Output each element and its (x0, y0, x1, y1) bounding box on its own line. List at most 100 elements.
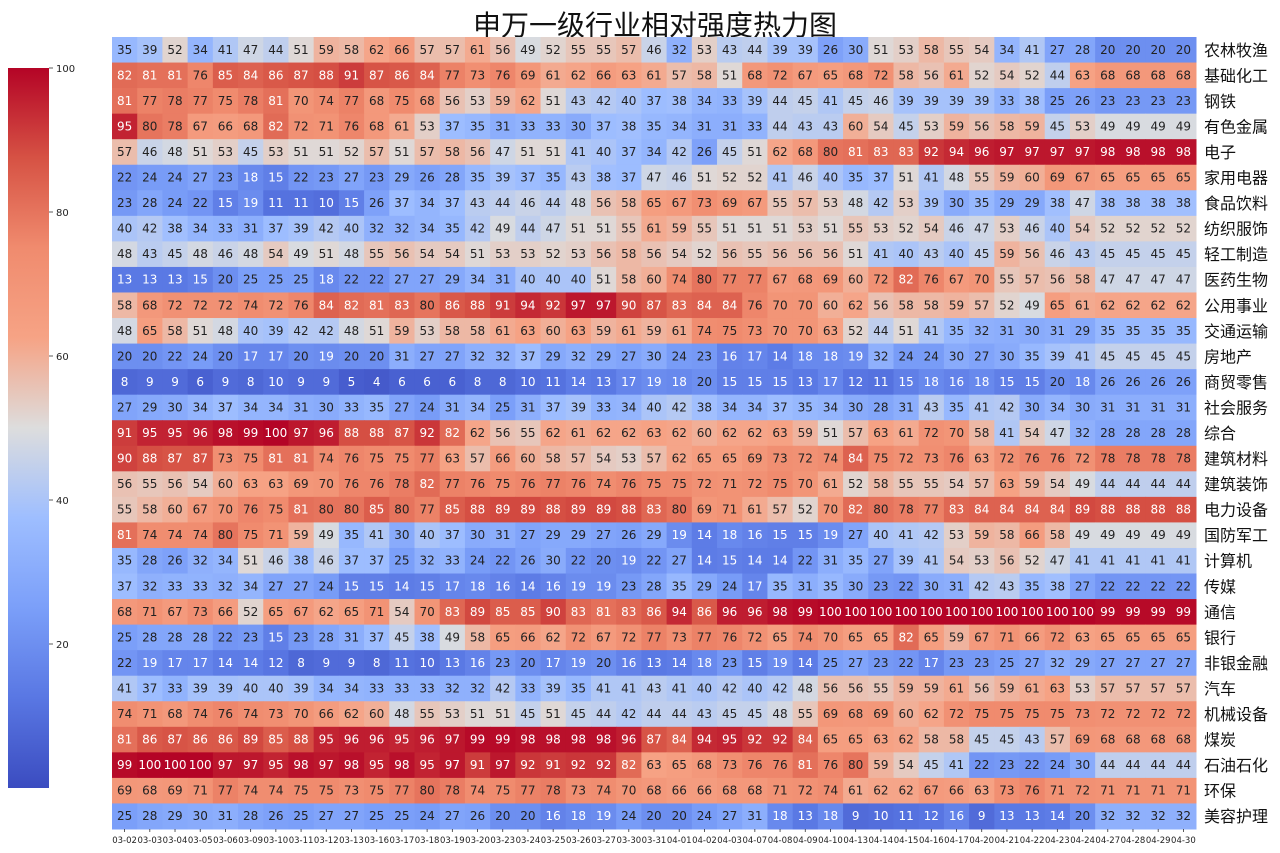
cell-value-label: 100 (264, 426, 287, 440)
cell-value-label: 11 (546, 375, 561, 389)
cell-value-label: 55 (571, 43, 586, 57)
cell-value-label: 81 (117, 94, 132, 108)
cell-value-label: 57 (672, 68, 687, 82)
cell-value-label: 37 (772, 400, 787, 414)
heatmap-cell (1044, 241, 1071, 268)
heatmap-cell (137, 292, 163, 319)
heatmap-cell (641, 343, 668, 370)
cell-value-label: 62 (747, 426, 762, 440)
row-label: 汽车 (1204, 679, 1236, 698)
heatmap-cell (1095, 215, 1121, 242)
cell-value-label: 46 (520, 196, 535, 210)
heatmap-cell (817, 241, 844, 268)
cell-value-label: 8 (499, 375, 507, 389)
cell-value-label: 65 (1100, 171, 1115, 185)
heatmap-cell (1044, 777, 1071, 804)
cell-value-label: 68 (722, 784, 737, 798)
cell-value-label: 68 (1151, 68, 1166, 82)
cell-value-label: 73 (1075, 707, 1090, 721)
heatmap-cell (364, 675, 390, 702)
heatmap-cell (439, 266, 466, 293)
heatmap-cell (112, 190, 138, 217)
heatmap-cell (162, 650, 189, 677)
heatmap-cell (389, 547, 416, 575)
heatmap-cell (843, 701, 869, 728)
cell-value-label: 39 (546, 681, 561, 695)
heatmap-cell (590, 37, 617, 64)
heatmap-cell (212, 573, 239, 600)
heatmap-cell (540, 343, 567, 370)
heatmap-cell (162, 573, 189, 600)
cell-value-label: 37 (621, 145, 636, 159)
heatmap-cell (137, 777, 163, 804)
heatmap-cell (868, 343, 894, 370)
heatmap-cell (212, 650, 239, 677)
heatmap-cell (515, 522, 542, 549)
heatmap-cell (817, 215, 844, 242)
heatmap-cell (288, 445, 315, 472)
cell-value-label: 57 (419, 145, 434, 159)
cell-value-label: 63 (974, 784, 989, 798)
heatmap-cell (389, 62, 416, 89)
heatmap-cell (969, 266, 995, 293)
heatmap-cell (137, 471, 163, 498)
cell-value-label: 92 (747, 733, 762, 747)
heatmap-cell (263, 650, 289, 677)
cell-value-label: 63 (571, 324, 586, 338)
cell-value-label: 28 (1075, 43, 1090, 57)
heatmap-cell (792, 113, 819, 140)
cell-value-label: 19 (672, 528, 687, 542)
heatmap-cell (112, 675, 138, 702)
heatmap-cell (313, 318, 340, 345)
cell-value-label: 68 (747, 784, 762, 798)
cell-value-label: 44 (646, 707, 661, 721)
heatmap-cell (288, 624, 315, 651)
cell-value-label: 44 (495, 196, 510, 210)
heatmap-cell (666, 650, 693, 677)
heatmap-cell (389, 777, 416, 804)
cell-value-label: 29 (1075, 656, 1090, 670)
cell-value-label: 35 (798, 400, 813, 414)
heatmap-cell (238, 215, 264, 242)
heatmap-cell (893, 624, 920, 651)
heatmap-cell (943, 318, 970, 345)
cell-value-label: 83 (571, 605, 586, 619)
cell-value-label: 46 (672, 171, 687, 185)
heatmap-cell (565, 37, 592, 64)
cell-value-label: 23 (495, 656, 510, 670)
cell-value-label: 41 (924, 554, 939, 568)
cell-value-label: 90 (546, 605, 561, 619)
heatmap-cell (364, 445, 390, 472)
heatmap-cell (1044, 675, 1071, 702)
heatmap-cell (792, 241, 819, 268)
cell-value-label: 58 (445, 324, 460, 338)
heatmap-cell (590, 752, 617, 779)
cell-value-label: 27 (1075, 579, 1090, 593)
heatmap-cell (162, 701, 189, 728)
cell-value-label: 75 (243, 452, 258, 466)
cell-value-label: 52 (747, 171, 762, 185)
cell-value-label: 74 (672, 273, 687, 287)
heatmap-cell (389, 113, 416, 140)
heatmap-cell (817, 522, 844, 549)
cell-value-label: 30 (1024, 324, 1039, 338)
column-label: 04-22 (1020, 836, 1045, 846)
heatmap-cell (590, 650, 617, 677)
cell-value-label: 74 (117, 707, 132, 721)
heatmap-cell (464, 394, 491, 421)
cell-value-label: 71 (142, 605, 157, 619)
cell-value-label: 43 (823, 119, 838, 133)
cell-value-label: 27 (344, 809, 359, 823)
heatmap-cell (364, 496, 390, 523)
heatmap-cell (238, 522, 264, 549)
cell-value-label: 96 (747, 605, 762, 619)
heatmap-cell (1170, 113, 1197, 140)
heatmap-cell (1145, 803, 1172, 830)
heatmap-cell (691, 752, 718, 779)
cell-value-label: 76 (1024, 784, 1039, 798)
column-label: 04-21 (995, 836, 1020, 846)
heatmap-cell (616, 522, 642, 549)
cell-value-label: 83 (646, 503, 661, 517)
cell-value-label: 45 (167, 247, 182, 261)
heatmap-cell (1069, 522, 1096, 549)
